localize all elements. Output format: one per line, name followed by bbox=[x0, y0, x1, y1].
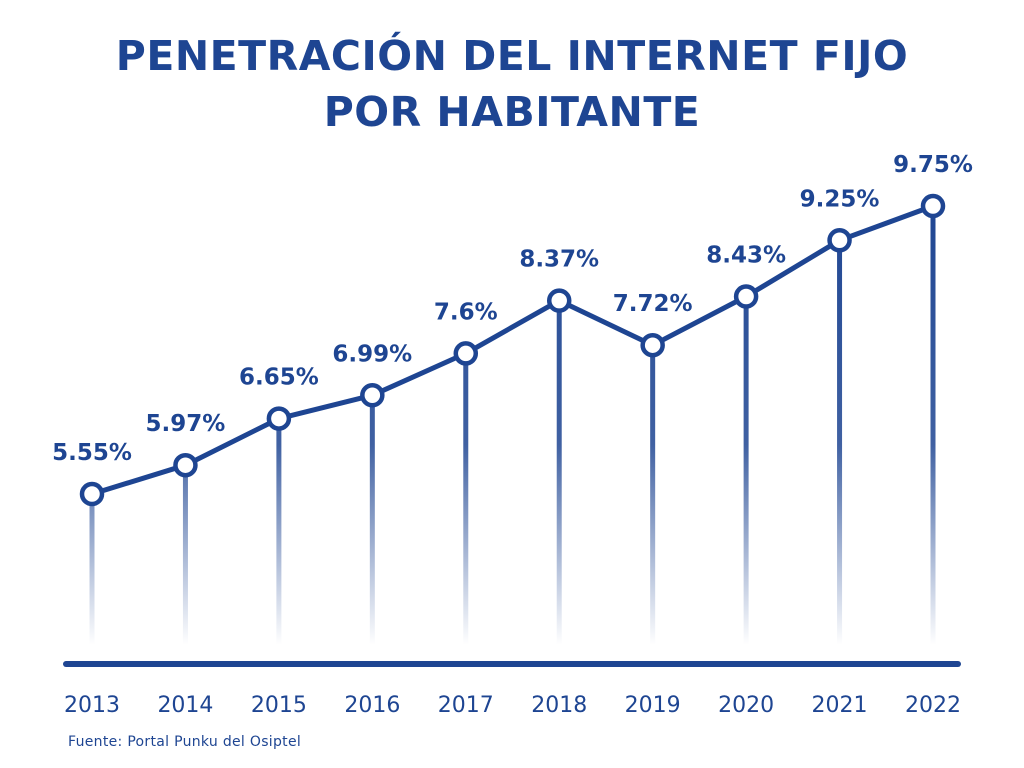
x-tick-2015: 2015 bbox=[251, 693, 307, 718]
data-point-2018 bbox=[546, 288, 572, 313]
data-label-2020: 8.43% bbox=[706, 243, 786, 269]
data-point-2015 bbox=[266, 406, 292, 431]
data-label-2015: 6.65% bbox=[239, 365, 319, 391]
data-point-2022 bbox=[920, 193, 946, 219]
data-label-2019: 7.72% bbox=[613, 291, 693, 317]
data-label-2016: 6.99% bbox=[332, 341, 412, 367]
x-tick-2019: 2019 bbox=[625, 693, 681, 718]
chart-title: PENETRACIÓN DEL INTERNET FIJO POR HABITA… bbox=[0, 28, 1024, 140]
chart-title-line-2: POR HABITANTE bbox=[323, 88, 701, 136]
x-tick-labels: 2013 2014 2015 2016 2017 2018 2019 2020 2021 2022 bbox=[64, 693, 961, 718]
data-point-2020 bbox=[733, 284, 759, 309]
x-tick-2022: 2022 bbox=[905, 693, 961, 718]
data-label-2014: 5.97% bbox=[146, 411, 226, 437]
data-label-2017: 7.6% bbox=[434, 299, 498, 325]
x-tick-2018: 2018 bbox=[531, 693, 587, 718]
x-tick-2016: 2016 bbox=[344, 693, 400, 718]
x-tick-2014: 2014 bbox=[157, 693, 213, 718]
x-tick-2020: 2020 bbox=[718, 693, 774, 718]
x-tick-2013: 2013 bbox=[64, 693, 120, 718]
data-point-2016 bbox=[360, 383, 385, 408]
data-label-2022: 9.75% bbox=[893, 152, 973, 178]
chart-title-line-1: PENETRACIÓN DEL INTERNET FIJO bbox=[115, 32, 909, 80]
series-line bbox=[89, 203, 936, 497]
x-tick-2021: 2021 bbox=[812, 693, 868, 718]
data-points bbox=[79, 193, 946, 507]
x-tick-2017: 2017 bbox=[438, 693, 494, 718]
data-label-2018: 8.37% bbox=[519, 247, 599, 273]
data-label-2021: 9.25% bbox=[800, 186, 880, 212]
data-point-2021 bbox=[827, 228, 852, 253]
data-point-2017 bbox=[453, 341, 479, 366]
data-labels: 5.55% 5.97% 6.65% 6.99% 7.6% 8.37% 7.72% 8.43% 9… bbox=[52, 152, 973, 466]
data-point-2019 bbox=[640, 332, 665, 358]
data-point-2013 bbox=[79, 481, 105, 507]
source-note: Fuente: Portal Punku del Osiptel bbox=[68, 734, 302, 750]
drop-lines bbox=[89, 206, 936, 645]
data-label-2013: 5.55% bbox=[52, 440, 132, 466]
data-point-2014 bbox=[173, 452, 198, 478]
